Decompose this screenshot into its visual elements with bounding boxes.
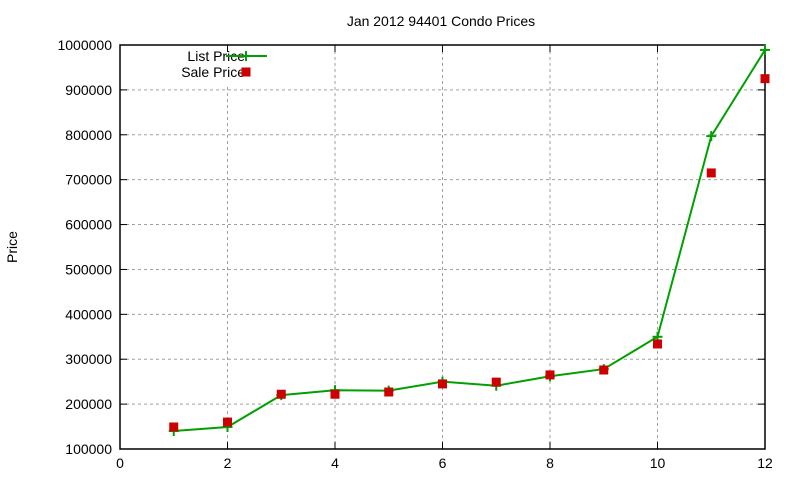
data-point <box>438 379 447 389</box>
data-point <box>545 370 555 380</box>
data-point <box>706 168 716 178</box>
data-point <box>760 74 770 84</box>
y-tick-label: 500000 <box>65 261 112 277</box>
x-tick-label: 12 <box>757 455 773 471</box>
x-tick-label: 8 <box>546 455 554 471</box>
x-tick-label: 6 <box>439 455 447 471</box>
data-point <box>169 422 179 432</box>
y-tick-label: 600000 <box>65 217 112 233</box>
y-tick-label: 700000 <box>65 172 112 188</box>
y-tick-label: 100000 <box>65 441 112 457</box>
x-tick-label: 4 <box>331 455 339 471</box>
x-tick-label: 0 <box>116 455 124 471</box>
y-tick-label: 900000 <box>65 82 112 98</box>
x-tick-label: 10 <box>650 455 666 471</box>
x-tick-label: 2 <box>224 455 232 471</box>
y-tick-label: 800000 <box>65 127 112 143</box>
y-tick-label: 1000000 <box>57 37 112 53</box>
chart-title: Jan 2012 94401 Condo Prices <box>347 13 535 29</box>
y-tick-label: 200000 <box>65 396 112 412</box>
y-tick-label: 400000 <box>65 306 112 322</box>
data-point <box>599 365 609 375</box>
legend-label: Sale Price <box>181 64 245 80</box>
y-tick-label: 300000 <box>65 351 112 367</box>
data-point <box>276 389 286 399</box>
data-point <box>223 417 232 427</box>
legend-marker <box>241 67 251 77</box>
data-point <box>330 389 340 399</box>
series-line <box>173 49 766 433</box>
series-sale-price <box>169 74 770 432</box>
plot-border <box>119 44 766 450</box>
data-point <box>653 339 662 349</box>
axes: 0 2 4 6 8 10 12 100000 200000 300000 400000 500000 6… <box>57 37 773 471</box>
legend-label: List Price <box>187 48 245 64</box>
series-list-price <box>168 44 770 437</box>
y-axis-label: Price <box>4 231 20 263</box>
data-point <box>384 387 394 397</box>
data-point <box>491 377 501 387</box>
data-series <box>168 44 770 437</box>
